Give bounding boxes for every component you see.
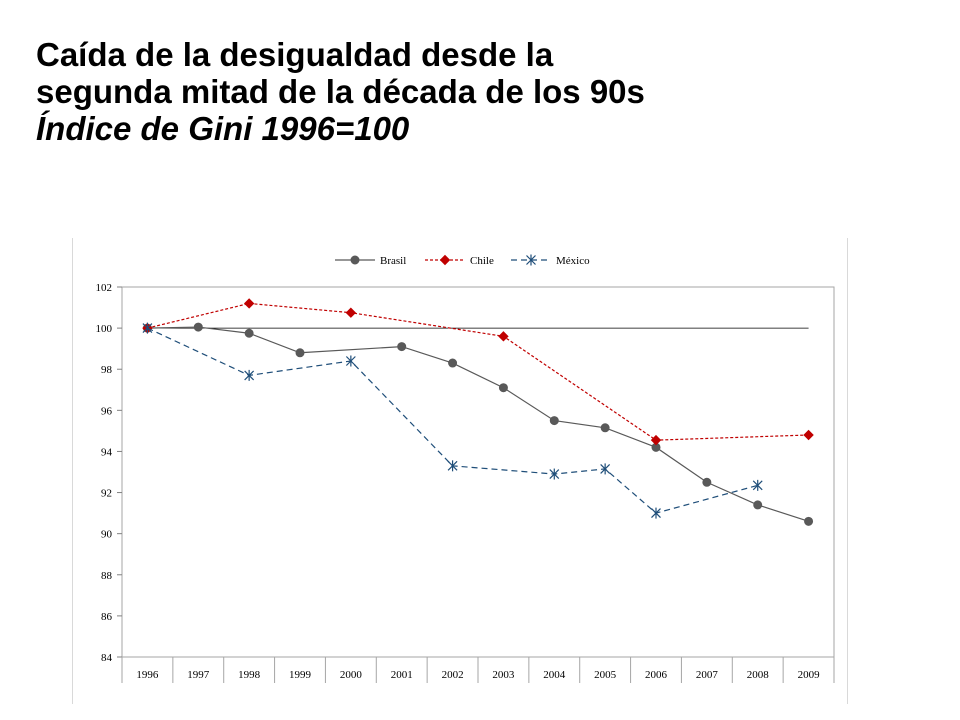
x-axis-tick-label: 2009 <box>798 669 821 681</box>
plot-area-frame <box>121 286 835 658</box>
x-axis-tick-label: 2004 <box>543 669 566 681</box>
series-chile <box>142 298 814 446</box>
y-axis-tick-label: 84 <box>101 652 113 664</box>
legend-label: Brasil <box>380 255 406 267</box>
data-point-mexico <box>600 463 611 475</box>
slide-subtitle: Índice de Gini 1996=100 <box>36 110 410 147</box>
x-axis-tick-label: 1997 <box>187 669 210 681</box>
data-point-chile <box>345 307 357 318</box>
data-point-brasil <box>295 348 305 358</box>
data-point-brasil <box>193 322 203 332</box>
y-axis-tick-label: 86 <box>101 611 113 623</box>
series-mexico <box>142 322 763 519</box>
chart-series <box>142 298 814 526</box>
slide-title-line-2: segunda mitad de la década de los 90s <box>36 73 645 110</box>
legend-marker <box>350 255 360 265</box>
y-axis-tick-label: 102 <box>96 282 113 294</box>
series-line-brasil <box>147 326 809 522</box>
legend-label: Chile <box>470 255 494 267</box>
y-axis-tick-label: 88 <box>101 570 113 582</box>
chart-axes: 84 86 88 90 92 94 96 98 100 102 1996 1997 1998 1999 20… <box>96 282 835 683</box>
legend-label: México <box>556 255 590 267</box>
legend-item-brasil: Brasil <box>335 255 406 267</box>
legend-marker <box>526 254 536 266</box>
x-axis-tick-label: 2001 <box>391 669 413 681</box>
data-point-brasil <box>702 477 712 487</box>
data-point-mexico <box>651 507 661 519</box>
x-axis-tick-label: 2003 <box>492 669 515 681</box>
data-point-mexico <box>447 460 458 472</box>
x-axis-tick-label: 2000 <box>340 669 363 681</box>
slide-title-line-1: Caída de la desigualdad desde la <box>36 36 554 73</box>
gini-line-chart: 84 86 88 90 92 94 96 98 100 102 1996 1997 1998 1999 20… <box>96 254 835 683</box>
data-point-brasil <box>549 416 559 426</box>
data-point-mexico <box>752 479 763 491</box>
legend-item-mexico: México <box>511 254 590 267</box>
y-axis-tick-label: 92 <box>101 488 112 500</box>
series-line-chile <box>147 302 809 441</box>
chart-legend: Brasil Chile México <box>335 254 590 267</box>
x-axis-tick-label: 2006 <box>645 669 668 681</box>
data-point-mexico <box>549 468 560 480</box>
y-axis-tick-label: 96 <box>101 405 113 417</box>
data-point-brasil <box>244 328 254 338</box>
x-axis-tick-label: 2008 <box>747 669 770 681</box>
chart-container: 84 86 88 90 92 94 96 98 100 102 1996 1997 1998 1999 20… <box>72 238 848 704</box>
data-point-brasil <box>600 423 610 433</box>
data-point-chile <box>803 429 814 441</box>
y-axis-tick-label: 100 <box>96 323 113 335</box>
x-axis-tick-label: 1996 <box>136 669 159 681</box>
data-point-brasil <box>397 342 407 352</box>
y-axis-tick-label: 94 <box>101 446 113 458</box>
series-brasil <box>142 322 814 526</box>
data-point-mexico <box>345 355 356 367</box>
data-point-brasil <box>753 500 763 510</box>
data-point-mexico <box>142 322 153 334</box>
data-point-mexico <box>244 369 255 381</box>
y-axis-tick-label: 90 <box>101 529 113 541</box>
data-point-chile <box>243 298 255 309</box>
slide-title-block: Caída de la desigualdad desde la segunda… <box>36 36 645 147</box>
x-axis-tick-label: 1998 <box>238 669 261 681</box>
x-axis-tick-label: 1999 <box>289 669 312 681</box>
data-point-chile <box>498 331 509 342</box>
legend-marker <box>439 254 451 266</box>
x-axis-tick-label: 2005 <box>594 669 617 681</box>
data-point-brasil <box>804 516 814 526</box>
series-line-mexico <box>147 327 758 514</box>
y-axis-tick-label: 98 <box>101 364 113 376</box>
legend-item-chile: Chile <box>425 254 494 267</box>
data-point-brasil <box>448 358 458 368</box>
data-point-brasil <box>498 383 508 393</box>
data-point-chile <box>650 434 662 446</box>
x-axis-tick-label: 2007 <box>696 669 719 681</box>
x-axis-tick-label: 2002 <box>442 669 464 681</box>
